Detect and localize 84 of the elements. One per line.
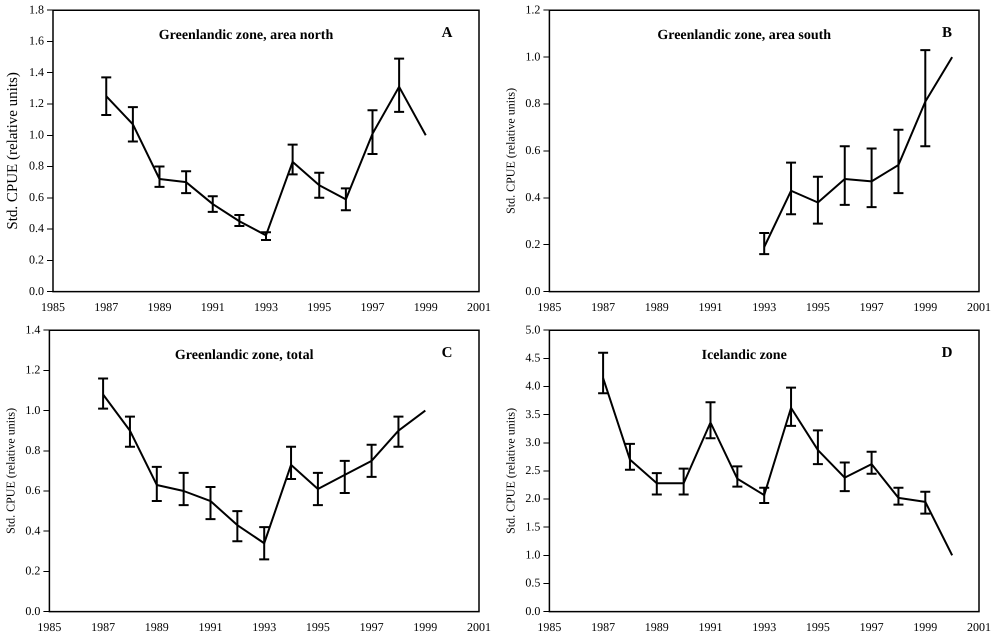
y-tick-label: 0.8 [29,158,44,173]
y-tick-label: 1.0 [525,547,540,562]
x-tick-label: 1995 [307,300,332,314]
x-tick-label: 1987 [91,620,116,634]
y-tick-label: 1.0 [525,49,540,64]
text: Greenlandic zone, area south [657,28,832,43]
y-tick-label: 1.0 [25,402,40,417]
x-tick-label: 1993 [254,300,278,314]
y-axis-title: Std. CPUE (relative units) [3,408,18,534]
y-tick-label: 0.4 [25,523,40,538]
y-tick-label: 1.2 [25,362,40,377]
x-tick-label: 1995 [306,620,330,634]
x-tick-label: 1999 [913,300,938,314]
y-tick-label: 0.6 [25,483,40,498]
y-tick-label: 0.6 [29,190,44,204]
x-tick-label: 1989 [144,620,169,634]
y-tick-label: 1.5 [525,519,540,534]
x-tick-label: 1997 [360,620,384,634]
y-tick-label: 0.0 [525,604,540,618]
y-tick-label: 1.2 [29,96,44,110]
y-tick-label: 2.0 [525,491,540,506]
x-tick-label: 1987 [591,620,616,634]
y-tick-label: 0.5 [525,576,540,590]
x-tick-label: 1985 [537,300,562,314]
y-tick-label: 0.0 [29,284,44,298]
y-tick-label: 4.5 [525,350,540,364]
x-tick-label: 1999 [913,620,938,634]
y-tick-label: 0.8 [525,96,540,110]
y-tick-label: 1.2 [525,2,540,16]
x-tick-label: 1997 [860,300,884,314]
x-tick-label: 2001 [967,300,991,314]
x-tick-label: 2001 [467,620,491,634]
x-tick-label: 1989 [644,300,669,314]
x-tick-label: 1997 [860,620,884,634]
y-tick-label: 2.5 [525,463,540,478]
y-tick-label: 0.4 [29,221,44,236]
x-tick-label: 1995 [806,300,830,314]
y-tick-label: 0.2 [525,236,540,251]
x-tick-label: 1997 [360,300,384,314]
text: Icelandic zone [702,348,787,363]
x-tick-label: 1991 [698,620,722,634]
x-tick-label: 1989 [148,300,172,314]
annotation: B [942,25,952,42]
x-tick-label: 1999 [413,620,438,634]
text: Greenlandic zone, total [174,348,314,363]
x-tick-label: 1985 [41,300,65,314]
x-tick-label: 1995 [806,620,830,634]
x-tick-label: 1993 [752,300,776,314]
y-tick-label: 1.4 [29,64,44,79]
y-tick-label: 1.4 [25,322,40,336]
y-axis-title: Std. CPUE (relative units) [4,72,21,230]
x-tick-label: 1985 [537,620,562,634]
x-tick-label: 2001 [467,300,491,314]
x-tick-label: 1993 [252,620,276,634]
y-axis-title: Std. CPUE (relative units) [503,408,518,534]
y-tick-label: 1.0 [29,127,44,142]
y-tick-label: 0.4 [525,190,540,204]
x-tick-label: 1991 [200,300,225,314]
x-tick-label: 1989 [644,620,669,634]
annotation: C [442,345,452,362]
y-tick-label: 5.0 [525,322,540,336]
x-tick-label: 1987 [94,300,118,314]
x-tick-label: 1985 [37,620,62,634]
annotation: D [942,345,953,362]
y-tick-label: 3.5 [525,406,540,421]
y-tick-label: 3.0 [525,434,540,449]
y-tick-label: 1.6 [29,34,44,48]
text: Greenlandic zone, area north [158,28,334,43]
x-tick-label: 2001 [967,620,991,634]
x-tick-label: 1993 [752,620,776,634]
x-tick-label: 1991 [198,620,222,634]
y-axis-title: Std. CPUE (relative units) [503,88,518,214]
x-tick-label: 1999 [414,300,438,314]
y-tick-label: 0.2 [29,252,44,266]
annotation: A [442,25,453,42]
y-tick-label: 4.0 [525,378,540,393]
y-tick-label: 1.8 [29,2,44,16]
y-tick-label: 0.8 [25,442,40,457]
y-tick-label: 0.0 [525,284,540,298]
x-tick-label: 1987 [591,300,616,314]
x-tick-label: 1991 [698,300,722,314]
y-tick-label: 0.0 [25,604,40,618]
y-tick-label: 0.6 [525,143,540,158]
y-tick-label: 0.2 [25,564,40,578]
